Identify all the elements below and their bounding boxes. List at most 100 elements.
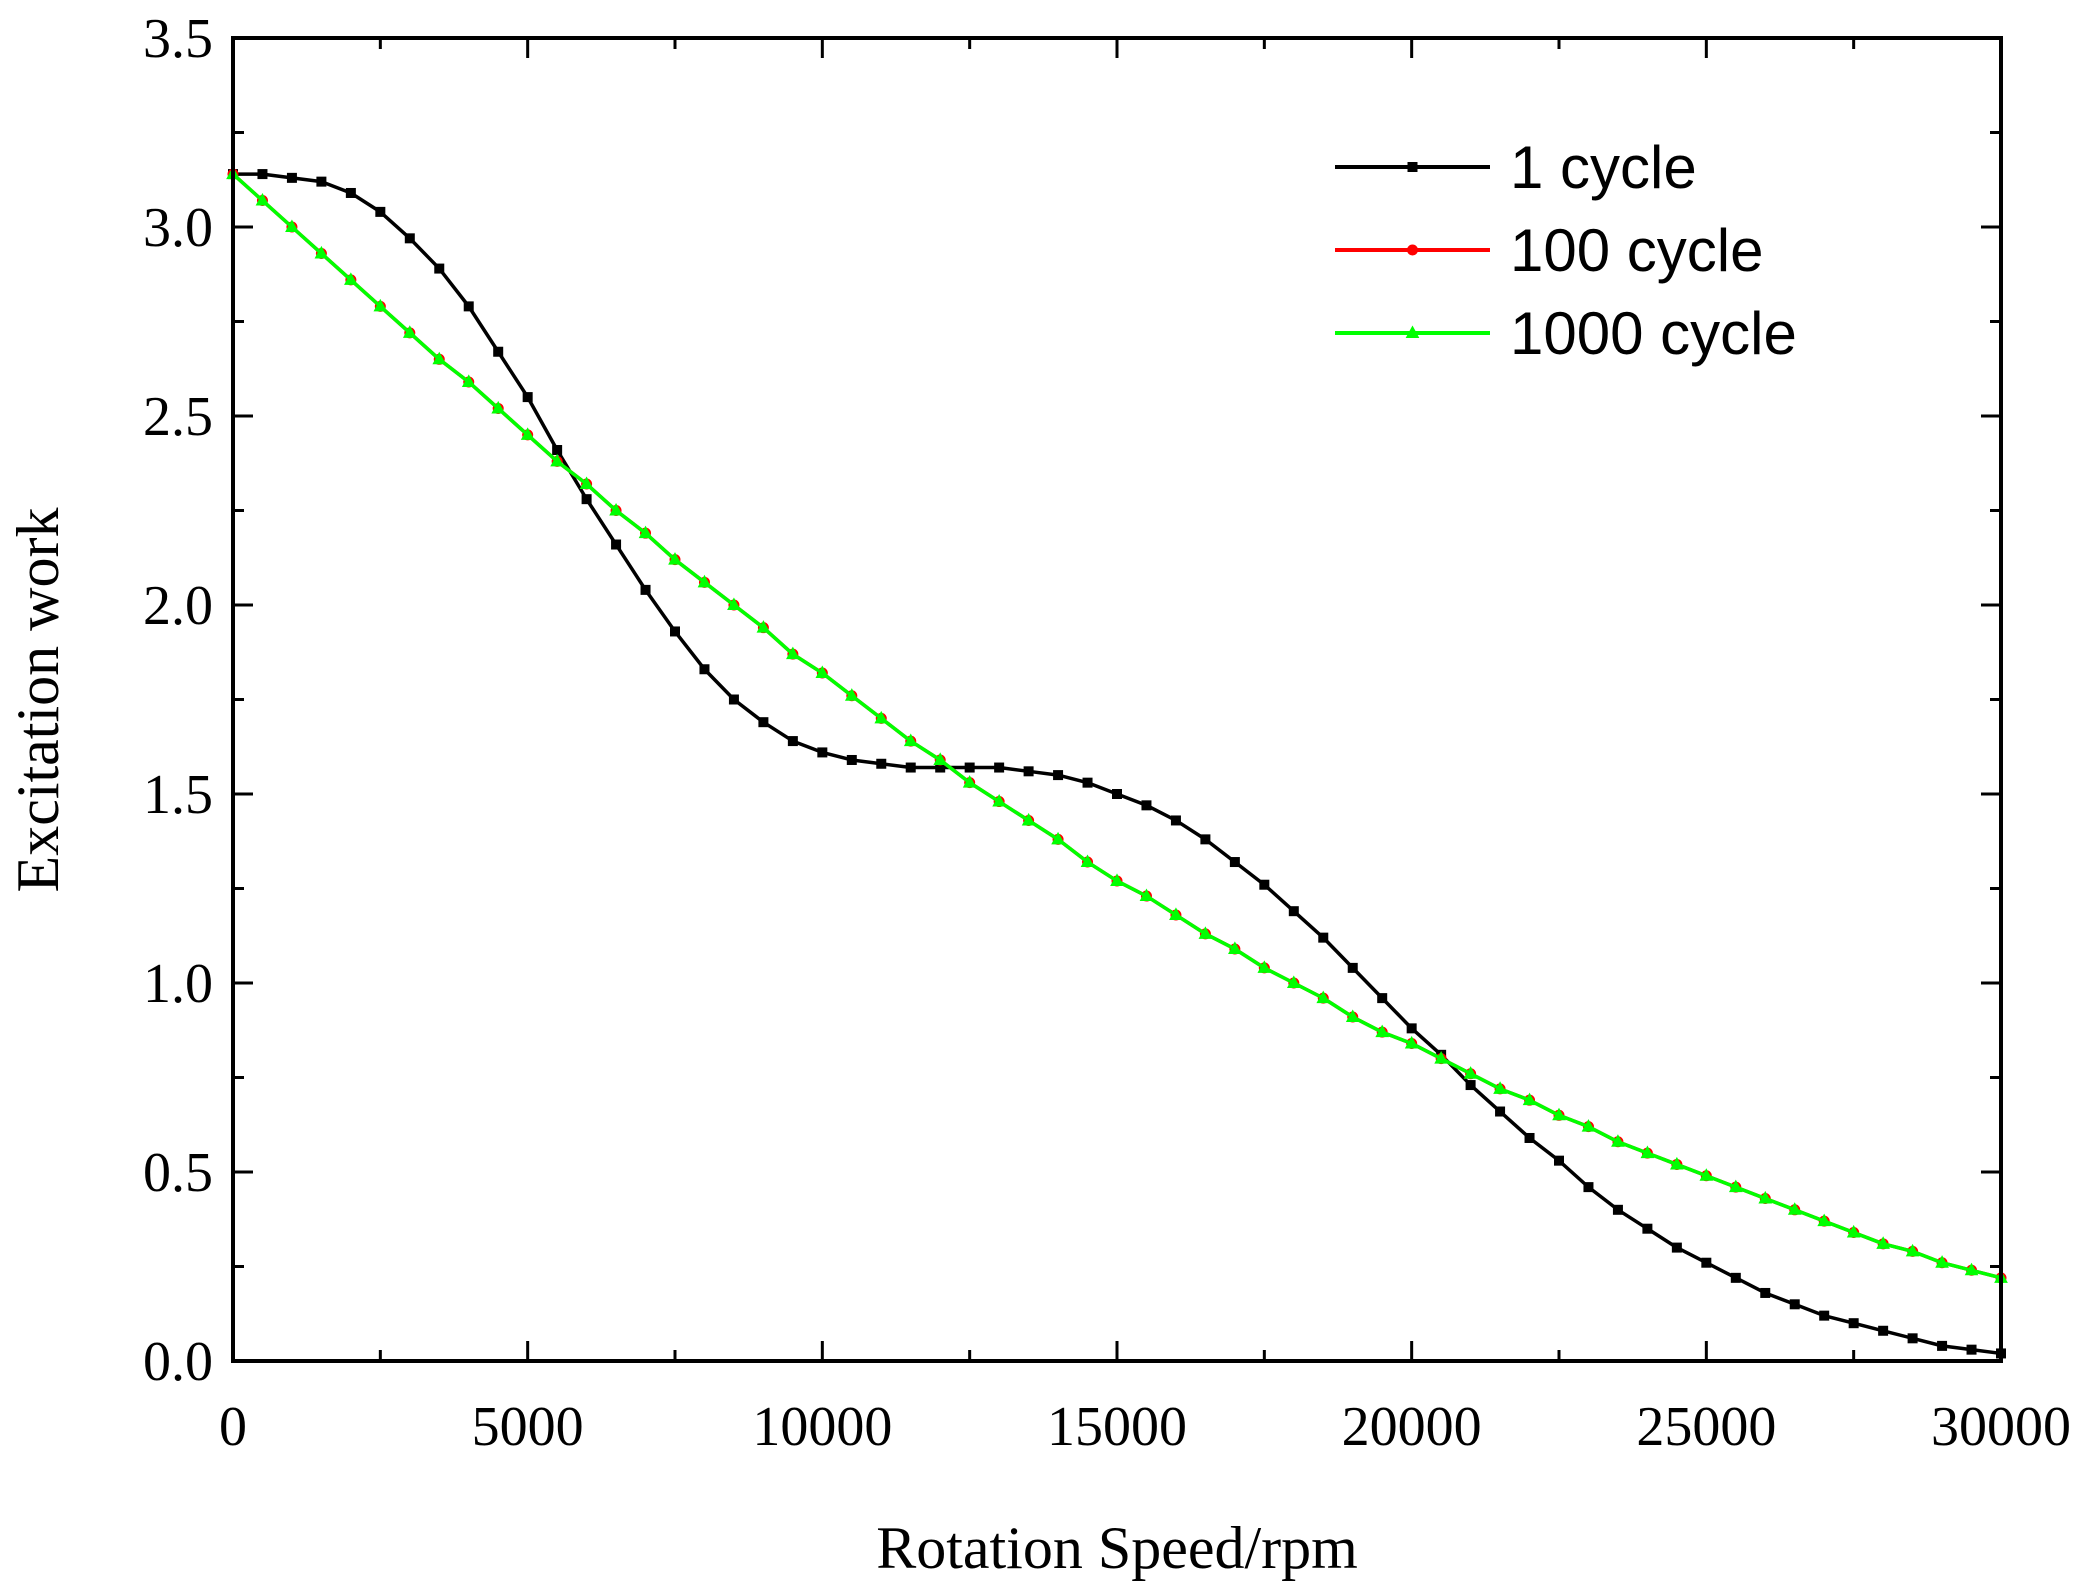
data-point-1000-cycle	[550, 453, 564, 467]
data-point-1-cycle	[552, 445, 563, 456]
data-point-1-cycle	[1200, 834, 1211, 845]
legend-swatch-marker-100-cycle	[1407, 244, 1418, 256]
data-point-1-cycle	[286, 172, 297, 183]
data-point-1000-cycle	[874, 710, 889, 724]
x-tick-label: 30000	[1931, 1396, 2071, 1458]
y-axis-tick-labels: 0.0 0.5 1.0 1.5 2.0 2.5 3.0 3.5	[143, 8, 213, 1393]
data-point-1000-cycle	[727, 597, 741, 610]
data-point-1000-cycle	[1817, 1213, 1832, 1227]
series-1-cycle	[228, 169, 2006, 1359]
data-point-1000-cycle	[1139, 888, 1154, 902]
data-point-1000-cycle	[1286, 975, 1301, 988]
data-point-1-cycle	[1789, 1299, 1800, 1310]
data-point-1000-cycle	[402, 325, 417, 338]
x-tick-label: 10000	[752, 1396, 892, 1458]
x-tick-label: 25000	[1636, 1396, 1776, 1458]
data-point-1-cycle	[640, 584, 651, 595]
data-point-1-cycle	[1848, 1318, 1859, 1329]
y-tick-label: 2.0	[143, 575, 213, 637]
data-point-1000-cycle	[1522, 1092, 1537, 1106]
data-point-1-cycle	[1023, 766, 1034, 777]
y-tick-label: 0.0	[143, 1331, 213, 1393]
data-point-1000-cycle	[1051, 831, 1065, 845]
data-point-1-cycle	[1053, 770, 1064, 781]
data-point-1-cycle	[994, 762, 1005, 773]
data-point-1-cycle	[1642, 1223, 1653, 1234]
data-point-1-cycle	[1112, 789, 1122, 799]
data-point-1000-cycle	[962, 775, 977, 788]
data-point-1000-cycle	[992, 794, 1006, 807]
data-point-1-cycle	[1259, 879, 1270, 890]
data-point-1000-cycle	[1758, 1190, 1773, 1204]
data-point-1000-cycle	[815, 665, 830, 679]
data-point-1-cycle	[1878, 1325, 1889, 1336]
series-layer	[226, 166, 2008, 1359]
y-axis-title: Excitation work	[5, 508, 71, 893]
data-point-1000-cycle	[1876, 1236, 1890, 1249]
x-axis-tick-labels: 0 5000 10000 15000 20000 25000 30000	[219, 1396, 2071, 1458]
data-point-1000-cycle	[1846, 1224, 1861, 1238]
data-point-1000-cycle	[697, 574, 712, 588]
data-point-1000-cycle	[1169, 907, 1183, 920]
y-tick-label: 2.5	[143, 386, 213, 448]
data-point-1000-cycle	[1611, 1134, 1625, 1147]
data-point-1000-cycle	[1375, 1024, 1390, 1038]
data-point-1-cycle	[1612, 1204, 1623, 1215]
data-point-1-cycle	[257, 169, 268, 180]
y-tick-label: 0.5	[143, 1142, 213, 1204]
data-point-1000-cycle	[461, 374, 476, 387]
legend: 1 cycle 100 cycle 1000 cycle	[1335, 134, 1797, 367]
data-point-1000-cycle	[756, 620, 771, 633]
data-point-1-cycle	[1583, 1182, 1594, 1193]
data-point-1000-cycle	[314, 245, 329, 259]
legend-swatch-marker-1-cycle	[1407, 162, 1418, 172]
data-point-1000-cycle	[609, 502, 623, 516]
data-point-1000-cycle	[1434, 1051, 1448, 1064]
x-axis-title: Rotation Speed/rpm	[876, 1515, 1358, 1581]
data-point-1-cycle	[728, 694, 739, 705]
data-point-1-cycle	[1288, 906, 1299, 917]
data-point-1000-cycle	[1493, 1081, 1507, 1094]
legend-label-100-cycle: 100 cycle	[1510, 217, 1763, 284]
data-point-1000-cycle	[668, 552, 682, 565]
data-point-1000-cycle	[1257, 960, 1272, 973]
data-point-1000-cycle	[903, 733, 918, 747]
data-point-1-cycle	[1966, 1344, 1977, 1355]
data-point-1000-cycle	[579, 476, 594, 490]
data-point-1000-cycle	[1640, 1145, 1655, 1159]
data-point-1-cycle	[1819, 1310, 1830, 1321]
series-1000-cycle	[226, 166, 2008, 1283]
data-point-1000-cycle	[1670, 1156, 1684, 1170]
x-tick-label: 15000	[1047, 1396, 1187, 1458]
data-point-1-cycle	[404, 233, 415, 244]
legend-label-1000-cycle: 1000 cycle	[1510, 300, 1797, 367]
data-point-1-cycle	[1141, 800, 1152, 811]
data-point-1000-cycle	[1316, 990, 1331, 1004]
data-point-1000-cycle	[1581, 1119, 1596, 1132]
x-tick-label: 0	[219, 1396, 247, 1458]
data-point-1-cycle	[611, 539, 622, 550]
data-point-1-cycle	[1170, 815, 1181, 826]
data-point-1-cycle	[1524, 1132, 1535, 1143]
data-point-1-cycle	[1082, 777, 1093, 788]
data-point-1-cycle	[1554, 1155, 1564, 1166]
data-point-1-cycle	[1377, 993, 1388, 1004]
data-point-1000-cycle	[344, 272, 358, 285]
data-point-1-cycle	[1406, 1023, 1417, 1034]
data-point-1-cycle	[1701, 1257, 1712, 1268]
data-point-1-cycle	[758, 717, 769, 728]
data-point-1-cycle	[846, 754, 857, 765]
data-point-1-cycle	[964, 762, 975, 773]
data-point-1000-cycle	[1699, 1168, 1714, 1181]
data-point-1000-cycle	[1404, 1035, 1419, 1049]
data-point-1000-cycle	[1787, 1202, 1802, 1215]
data-point-1-cycle	[1347, 962, 1358, 973]
y-tick-label: 1.0	[143, 953, 213, 1015]
data-point-1000-cycle	[432, 351, 447, 365]
data-point-1000-cycle	[786, 646, 800, 660]
data-point-1-cycle	[434, 263, 445, 274]
data-point-1-cycle	[876, 758, 887, 769]
data-point-1000-cycle	[491, 400, 506, 414]
